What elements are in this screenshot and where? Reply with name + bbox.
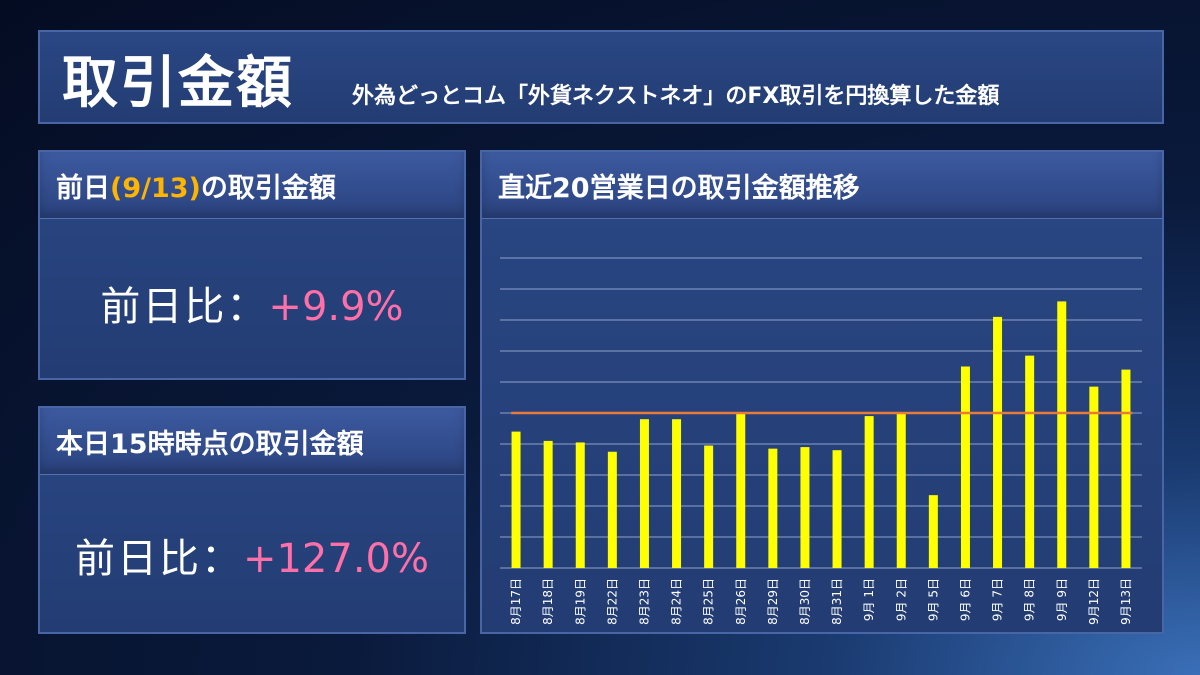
today-card: 本日15時時点の取引金額 前日比：+127.0% <box>38 406 466 634</box>
bar <box>864 416 874 568</box>
metric-label: 前日比： <box>100 284 269 330</box>
x-tick-label: 8月18日 <box>541 578 555 625</box>
today-metric: 前日比：+127.0% <box>40 526 464 584</box>
x-tick-label: 9月 9日 <box>1055 578 1069 621</box>
highlight-date: (9/13) <box>110 173 201 204</box>
prev-day-metric: 前日比：+9.9% <box>40 274 464 332</box>
x-tick-label: 8月31日 <box>830 578 844 625</box>
prev-day-card-title: 前日(9/13)の取引金額 <box>56 166 336 205</box>
x-tick-label: 9月 6日 <box>958 578 972 621</box>
bar <box>1089 386 1099 568</box>
x-tick-label: 9月 8日 <box>1023 578 1037 621</box>
bar <box>928 495 938 568</box>
chart-card: 直近20営業日の取引金額推移 8月17日 8月18日 8月19日 8月22日 8月23日… <box>480 150 1164 634</box>
bar-chart: 8月17日 8月18日 8月19日 8月22日 8月23日 8月24日 8月25日 8月26日… <box>500 257 1142 625</box>
bar <box>704 445 714 568</box>
card-header: 本日15時時点の取引金額 <box>40 408 464 475</box>
x-tick-label: 8月24日 <box>670 578 684 625</box>
bar <box>672 419 682 568</box>
x-tick-label: 9月12日 <box>1087 578 1101 625</box>
x-tick-label: 8月25日 <box>702 578 716 625</box>
card-header: 前日(9/13)の取引金額 <box>40 152 464 219</box>
chart-title: 直近20営業日の取引金額推移 <box>498 173 860 204</box>
bar <box>511 431 521 568</box>
bar <box>800 447 810 568</box>
x-tick-label: 8月19日 <box>573 578 587 625</box>
title-suffix: の取引金額 <box>200 173 336 204</box>
metric-value: +127.0% <box>242 536 430 582</box>
bar <box>607 451 617 568</box>
bar <box>960 366 970 568</box>
bar <box>1057 301 1067 568</box>
metric-label: 前日比： <box>74 536 243 582</box>
x-tick-label: 9月13日 <box>1119 578 1133 625</box>
card-header: 直近20営業日の取引金額推移 <box>482 152 1162 219</box>
bar <box>993 316 1003 568</box>
bar <box>1025 355 1035 568</box>
x-tick-label: 8月30日 <box>798 578 812 625</box>
x-tick-label: 9月 5日 <box>926 578 940 621</box>
bar <box>736 413 746 568</box>
page-subtitle: 外為どっとコム「外貨ネクストネオ」のFX取引を円換算した金額 <box>352 84 1000 109</box>
title-prefix: 前日 <box>56 173 110 204</box>
x-tick-label: 8月23日 <box>637 578 651 625</box>
bar <box>1121 369 1131 568</box>
x-tick-label: 8月29日 <box>766 578 780 625</box>
bar <box>832 450 842 568</box>
metric-value: +9.9% <box>268 284 404 330</box>
x-tick-label: 9月 7日 <box>991 578 1005 621</box>
x-tick-label: 8月17日 <box>509 578 523 625</box>
prev-day-card: 前日(9/13)の取引金額 前日比：+9.9% <box>38 150 466 380</box>
bar <box>575 442 585 568</box>
bar <box>768 448 778 568</box>
bar <box>639 419 649 568</box>
x-tick-label: 8月26日 <box>734 578 748 625</box>
x-tick-label: 9月 2日 <box>894 578 908 621</box>
x-tick-label: 8月22日 <box>605 578 619 625</box>
header-panel: 取引金額 外為どっとコム「外貨ネクストネオ」のFX取引を円換算した金額 <box>38 30 1164 124</box>
bar <box>896 413 906 568</box>
x-tick-label: 9月 1日 <box>862 578 876 621</box>
page-title: 取引金額 <box>62 51 294 116</box>
bar <box>543 440 553 568</box>
today-card-title: 本日15時時点の取引金額 <box>56 429 364 460</box>
